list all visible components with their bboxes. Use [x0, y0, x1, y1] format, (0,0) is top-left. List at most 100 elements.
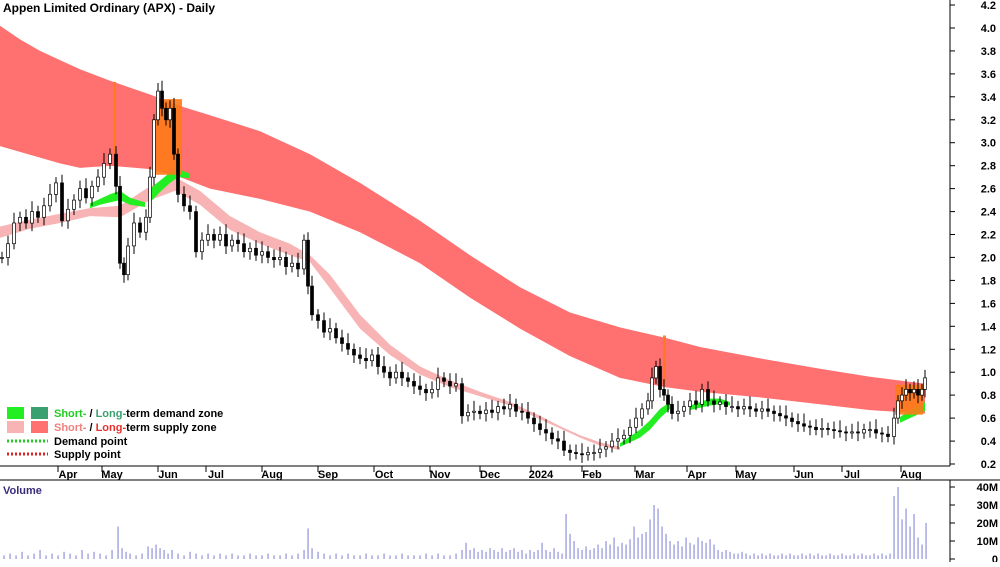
volume-bar	[377, 555, 379, 559]
volume-bar	[135, 555, 137, 559]
volume-bar	[177, 553, 179, 559]
candle-body	[526, 412, 530, 419]
volume-bar	[609, 544, 611, 559]
volume-bar	[69, 553, 71, 559]
candle-body	[916, 389, 920, 396]
candle-body	[266, 251, 270, 258]
volume-bar	[781, 553, 783, 559]
candle-body	[284, 257, 288, 267]
candle-body	[502, 406, 506, 410]
candle-body	[862, 429, 866, 434]
volume-bar	[569, 533, 571, 559]
candle-body	[784, 415, 788, 419]
time-tick-label: Feb	[582, 469, 602, 481]
volume-bar	[93, 551, 95, 559]
volume-bar	[501, 548, 503, 559]
volume-bar	[669, 541, 671, 559]
candle-body	[412, 381, 416, 387]
candle-body	[382, 366, 386, 373]
candle-body	[182, 193, 186, 207]
candle-body	[900, 394, 904, 402]
volume-bars	[3, 487, 927, 559]
volume-bar	[151, 548, 153, 559]
volume-bar	[533, 551, 535, 559]
candle-body	[472, 410, 476, 413]
volume-bar	[821, 555, 823, 559]
candle-body	[766, 408, 770, 412]
price-tick-label: 0.2	[981, 459, 996, 471]
candle-body	[254, 247, 258, 256]
volume-bar	[493, 550, 495, 559]
volume-bar	[597, 544, 599, 559]
candle-body	[78, 188, 82, 201]
volume-bar	[829, 553, 831, 559]
candle-body	[538, 423, 542, 430]
volume-bar	[75, 555, 77, 559]
volume-bar	[201, 555, 203, 559]
price-tick-label: 2.6	[981, 184, 996, 196]
volume-bar	[167, 553, 169, 559]
candle-body	[224, 234, 228, 247]
candle-body	[700, 389, 704, 405]
volume-bar	[207, 553, 209, 559]
volume-bar	[39, 550, 41, 559]
volume-bar	[857, 555, 859, 559]
legend-swatch-short-demand	[7, 407, 24, 419]
volume-bar	[753, 553, 755, 559]
candle-body	[248, 247, 252, 253]
volume-bar	[155, 544, 157, 559]
candle-body	[206, 234, 210, 241]
candle-body	[814, 426, 818, 430]
volume-bar	[589, 550, 591, 559]
volume-bar	[465, 542, 467, 559]
candle-body	[892, 417, 896, 437]
candle-body	[290, 262, 294, 267]
volume-bar	[749, 555, 751, 559]
candle-body	[102, 163, 106, 178]
price-tick-label: 1.2	[981, 344, 996, 356]
volume-axis-ticks: 0 10M 20M 30M 40M	[950, 482, 998, 566]
candle-body	[418, 385, 422, 390]
volume-bar	[3, 555, 5, 559]
volume-bar	[297, 553, 299, 559]
candle-body	[424, 389, 428, 394]
volume-bar	[105, 555, 107, 559]
candle-body	[352, 348, 356, 356]
volume-bar	[629, 539, 631, 559]
volume-bar	[681, 546, 683, 559]
legend-swatch-short-supply	[7, 421, 24, 433]
time-tick-label: Jul	[844, 469, 860, 481]
legend-supply-point-text: Supply point	[54, 449, 121, 461]
volume-tick-label: 30M	[977, 500, 998, 512]
candle-body	[194, 211, 198, 253]
volume-bar	[57, 555, 59, 559]
volume-bar	[195, 553, 197, 559]
volume-bar	[573, 541, 575, 559]
volume-bar	[359, 555, 361, 559]
volume-bar	[477, 551, 479, 559]
candle-body	[670, 403, 674, 414]
candle-body	[694, 400, 698, 405]
volume-bar	[861, 553, 863, 559]
volume-bar	[725, 550, 727, 559]
candle-body	[496, 406, 500, 413]
candle-body	[466, 412, 470, 417]
volume-bar	[311, 548, 313, 559]
volume-bar	[183, 555, 185, 559]
candle-body	[334, 328, 338, 339]
candle-body	[302, 239, 306, 270]
volume-bar	[317, 551, 319, 559]
candle-body	[406, 377, 410, 382]
short-demand-band	[90, 190, 145, 209]
volume-bar	[557, 551, 559, 559]
candle-body	[592, 452, 596, 454]
volume-bar	[481, 550, 483, 559]
volume-bar	[793, 555, 795, 559]
volume-bar	[661, 526, 663, 559]
candle-body	[544, 429, 548, 434]
volume-bar	[577, 548, 579, 559]
volume-bar	[365, 553, 367, 559]
candle-body	[650, 377, 654, 402]
